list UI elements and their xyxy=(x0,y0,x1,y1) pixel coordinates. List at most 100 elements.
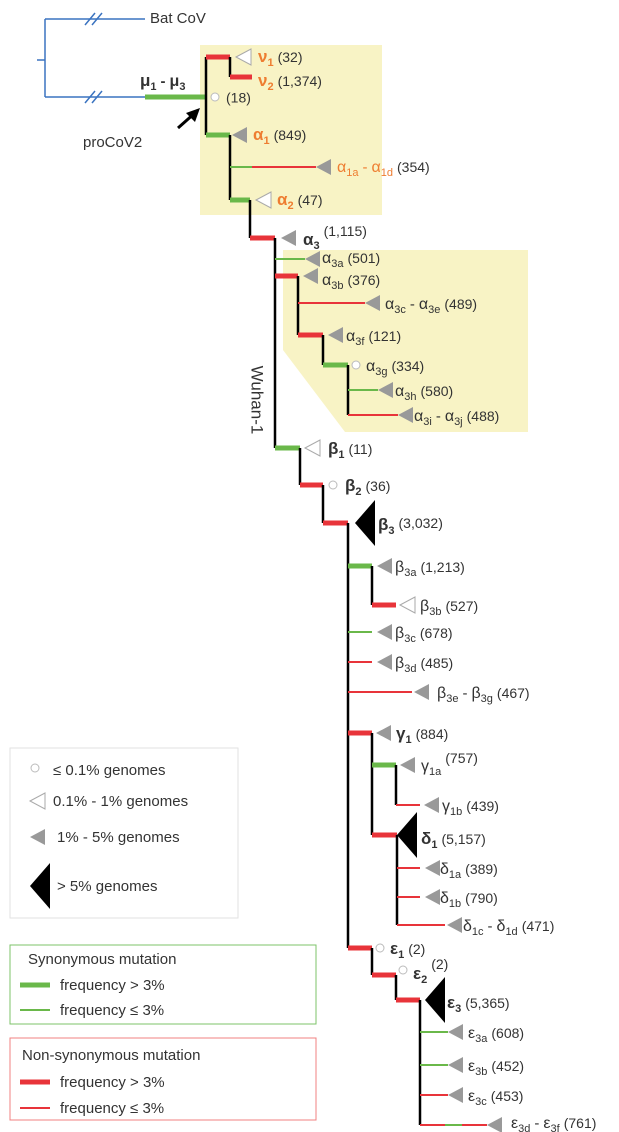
legend-box xyxy=(9,944,317,1025)
branch xyxy=(91,90,103,104)
clade-sub: 3j xyxy=(454,416,463,428)
icon-grey xyxy=(487,1117,502,1132)
clade-name: α xyxy=(419,296,428,313)
range-sep: - xyxy=(436,408,441,425)
icon-grey xyxy=(377,558,392,574)
clade-count: (488) xyxy=(467,408,500,424)
range-sep: - xyxy=(161,73,166,90)
clade-count: (334) xyxy=(392,358,425,374)
icon-grey xyxy=(448,1057,463,1073)
clade-sub: 1 xyxy=(398,949,404,961)
clade-sub: 1b xyxy=(450,806,462,818)
icon-grey xyxy=(398,407,413,423)
clade-label: α3f (121) xyxy=(346,328,401,348)
clade-sub: 3h xyxy=(404,391,416,403)
icon-open xyxy=(234,48,252,66)
clade-count: (2) xyxy=(408,941,425,957)
clade-label: β2 (36) xyxy=(345,476,390,497)
arrow-head xyxy=(186,108,200,122)
clade-label: α1a - α1d (354) xyxy=(337,159,430,179)
icon-grey xyxy=(448,1024,463,1040)
clade-count: (439) xyxy=(466,798,499,814)
clade-label: ε3b (452) xyxy=(468,1058,524,1078)
clade-label: β3b (527) xyxy=(420,598,478,618)
clade-name: α xyxy=(366,358,375,375)
legend-title: Synonymous mutation xyxy=(28,951,176,968)
clade-name: ε xyxy=(390,939,398,958)
clade-sub: 3f xyxy=(551,1123,561,1132)
clade-sub: 1b xyxy=(449,898,461,910)
clade-sub: 2 xyxy=(267,81,273,93)
clade-label: α3a (501) xyxy=(322,250,380,270)
clade-name: ν xyxy=(258,71,267,90)
clade-sub: 3f xyxy=(355,336,365,348)
clade-name: γ xyxy=(421,758,429,775)
clade-count: (453) xyxy=(491,1088,524,1104)
clade-label: ν2 (1,374) xyxy=(258,71,322,92)
icon-grey xyxy=(400,757,415,773)
legend-item: frequency ≤ 3% xyxy=(60,1100,164,1117)
clade-name: ε xyxy=(413,964,421,983)
icon-circle xyxy=(210,92,220,102)
clade-label: γ1b (439) xyxy=(442,798,499,818)
clade-sub: 3 xyxy=(179,81,185,93)
clade-sub: 1 xyxy=(263,135,269,147)
icon-open xyxy=(254,191,272,209)
clade-count: (761) xyxy=(564,1115,597,1131)
clade-name: δ xyxy=(440,861,449,878)
icon-grey xyxy=(377,654,392,670)
clade-sub: 3b xyxy=(331,280,343,292)
icon-large xyxy=(425,977,445,1023)
clade-count: (32) xyxy=(278,49,303,65)
clade-count: (757) xyxy=(445,750,478,766)
icon-grey xyxy=(281,230,296,246)
icon-circle xyxy=(328,480,338,490)
clade-label: δ1 (5,157) xyxy=(421,829,486,850)
clade-count: (121) xyxy=(368,328,401,344)
clade-name: ε xyxy=(543,1115,550,1132)
clade-name: β xyxy=(420,598,429,615)
clade-name: β xyxy=(345,476,355,495)
icon-circle xyxy=(375,943,385,953)
legend-item: frequency ≤ 3% xyxy=(60,1002,164,1019)
clade-count: (36) xyxy=(366,478,391,494)
legend-box xyxy=(9,747,239,919)
clade-count: (11) xyxy=(349,441,373,457)
clade-name: γ xyxy=(442,798,450,815)
clade-count: (5,365) xyxy=(465,995,509,1011)
clade-count: (608) xyxy=(491,1025,524,1041)
icon-open xyxy=(303,439,321,457)
clade-sub: 1a xyxy=(429,766,442,778)
clade-sub: 3 xyxy=(388,525,394,537)
clade-name: α xyxy=(277,190,288,209)
clade-name: ν xyxy=(258,47,267,66)
icon-grey xyxy=(232,127,247,143)
clade-sub: 3 xyxy=(455,1003,461,1015)
clade-sub: 3e xyxy=(446,693,458,705)
clade-name: α xyxy=(414,408,423,425)
legend-item: 0.1% - 1% genomes xyxy=(53,793,188,810)
clade-label: α3i - α3j (488) xyxy=(414,408,499,428)
icon-grey xyxy=(448,1087,463,1103)
clade-sub: 1 xyxy=(267,57,273,69)
clade-label: ε1 (2) xyxy=(390,939,425,960)
legend-box xyxy=(9,1037,317,1121)
clade-label: β1 (11) xyxy=(328,439,372,460)
icon-large xyxy=(30,863,50,909)
branch xyxy=(91,12,103,26)
clade-count: (389) xyxy=(465,861,498,877)
clade-name: α xyxy=(445,408,454,425)
clade-name: α xyxy=(395,383,404,400)
clade-count: (3,032) xyxy=(399,515,443,531)
icon-circle xyxy=(351,360,361,370)
clade-name: α xyxy=(322,250,331,267)
clade-count: (790) xyxy=(465,890,498,906)
clade-label: γ1 (884) xyxy=(396,724,448,745)
clade-label: β3e - β3g (467) xyxy=(437,685,530,705)
clade-count: (527) xyxy=(445,598,478,614)
clade-name: β xyxy=(378,515,388,534)
clade-name: ε xyxy=(511,1115,518,1132)
clade-name: μ xyxy=(170,73,180,90)
clade-label: δ1b (790) xyxy=(440,890,498,910)
